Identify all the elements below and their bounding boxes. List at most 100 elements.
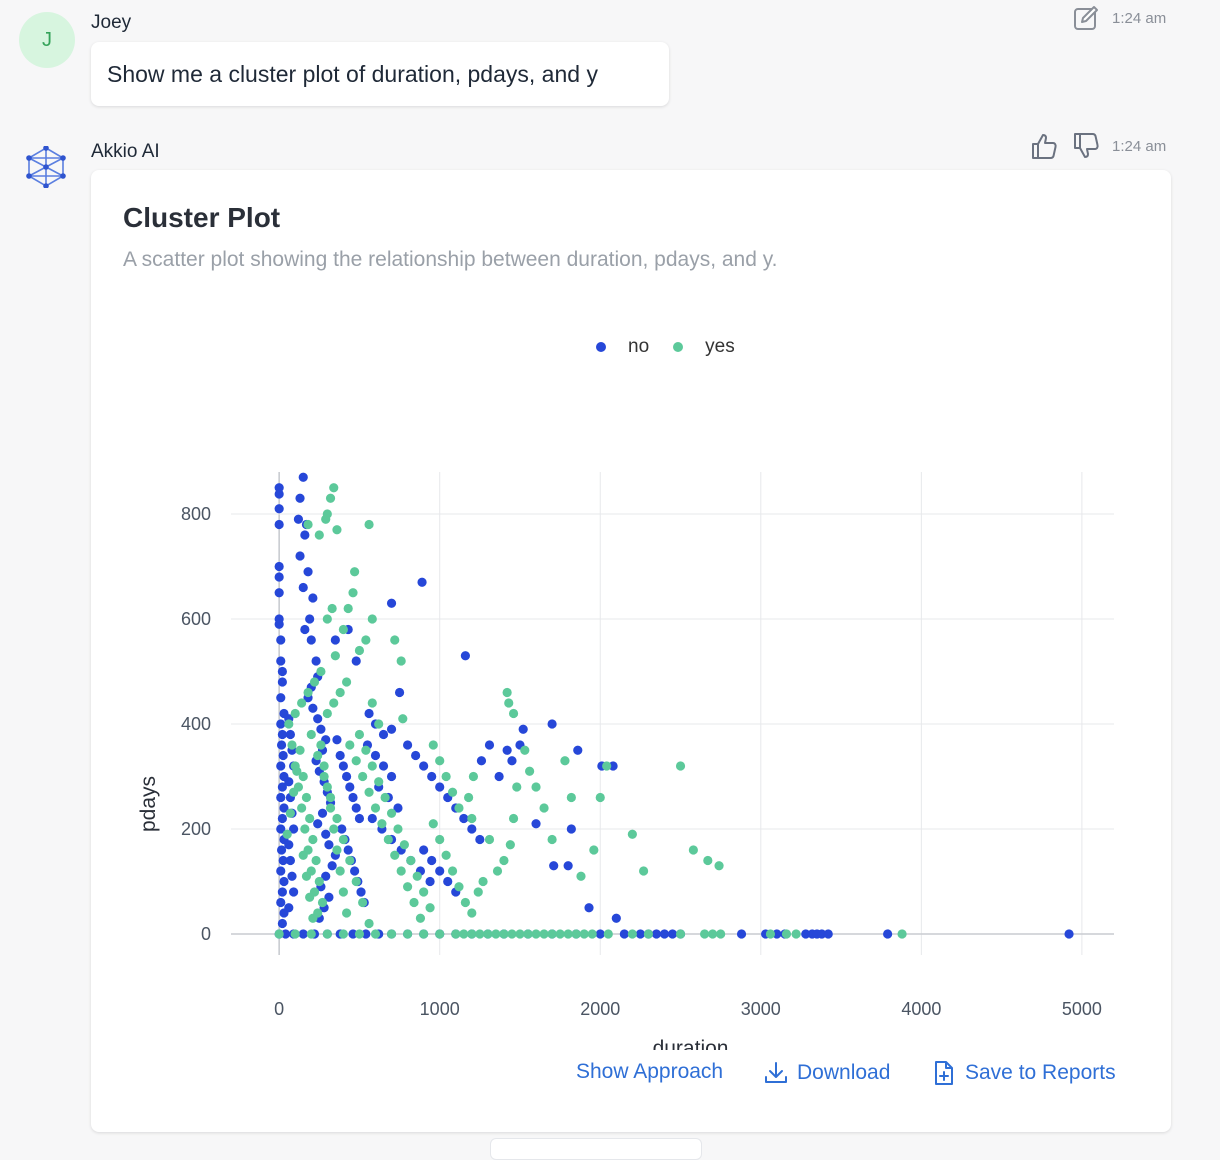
point-yes	[393, 824, 403, 834]
point-no	[277, 677, 287, 687]
point-no	[306, 635, 316, 645]
point-yes	[515, 929, 525, 939]
chart-legend: no yes	[596, 336, 759, 358]
point-no	[295, 551, 305, 561]
point-no	[280, 929, 291, 939]
point-yes	[447, 866, 458, 876]
show-approach-button[interactable]: Show Approach	[576, 1060, 723, 1084]
thumbs-up-icon[interactable]	[1030, 132, 1058, 160]
y-tick-label: 0	[201, 924, 211, 944]
point-yes	[335, 687, 345, 698]
point-yes	[403, 929, 413, 939]
point-yes	[765, 929, 776, 939]
point-yes	[531, 929, 541, 939]
point-no	[341, 771, 352, 782]
point-yes	[505, 840, 515, 850]
point-no	[823, 929, 833, 939]
point-no	[324, 840, 334, 850]
point-yes	[282, 829, 292, 839]
point-yes	[297, 698, 307, 708]
point-no	[316, 724, 326, 734]
thumbs-down-icon[interactable]	[1072, 132, 1100, 160]
point-yes	[492, 866, 503, 876]
point-yes	[311, 855, 321, 866]
point-yes	[329, 698, 339, 708]
point-yes	[595, 792, 605, 803]
point-yes	[415, 913, 426, 923]
point-yes	[354, 645, 365, 656]
point-yes	[308, 913, 318, 923]
point-yes	[306, 929, 316, 939]
legend-item-yes[interactable]: yes	[673, 336, 735, 358]
ai-name: Akkio AI	[91, 141, 160, 162]
point-no	[274, 519, 284, 530]
point-yes	[314, 530, 324, 540]
point-yes	[338, 834, 348, 845]
point-yes	[563, 929, 573, 939]
point-yes	[319, 761, 329, 771]
show-approach-label: Show Approach	[576, 1060, 724, 1083]
point-no	[277, 666, 287, 677]
point-yes	[361, 745, 371, 755]
edit-icon[interactable]	[1072, 4, 1100, 32]
point-yes	[377, 819, 387, 829]
file-plus-icon	[935, 1061, 953, 1085]
x-tick-label: 2000	[580, 999, 620, 1019]
network-icon	[26, 146, 66, 188]
legend-item-no[interactable]: no	[596, 336, 649, 358]
point-yes	[322, 614, 332, 624]
point-no	[298, 582, 308, 593]
point-yes	[390, 635, 400, 645]
save-to-reports-button[interactable]: Save to Reports	[931, 1060, 1116, 1086]
point-yes	[579, 929, 589, 939]
point-yes	[327, 603, 337, 614]
point-no	[276, 845, 287, 855]
point-no	[330, 635, 340, 645]
point-yes	[316, 666, 326, 677]
point-yes	[484, 834, 495, 845]
point-yes	[499, 929, 509, 939]
point-yes	[322, 929, 332, 939]
point-yes	[358, 897, 368, 908]
point-no	[518, 724, 528, 734]
point-yes	[396, 656, 406, 666]
point-no	[459, 813, 469, 824]
point-yes	[502, 687, 512, 698]
point-yes	[317, 897, 328, 908]
point-yes	[297, 803, 307, 813]
point-yes	[403, 882, 413, 892]
point-no	[425, 876, 435, 887]
point-no	[298, 472, 308, 482]
point-no	[277, 887, 287, 897]
point-yes	[332, 525, 342, 535]
point-no	[321, 829, 331, 839]
point-yes	[512, 782, 522, 792]
download-button[interactable]: Download	[763, 1060, 890, 1086]
point-yes	[627, 929, 637, 939]
point-no	[298, 929, 308, 939]
point-yes	[897, 929, 907, 939]
point-yes	[406, 855, 416, 866]
point-no	[276, 719, 286, 729]
point-no	[284, 903, 294, 913]
point-yes	[367, 614, 377, 624]
point-yes	[300, 824, 310, 834]
point-yes	[341, 908, 352, 918]
point-no	[276, 693, 286, 703]
ai-message-time: 1:24 am	[1112, 138, 1167, 155]
point-yes	[386, 929, 397, 939]
point-no	[476, 756, 487, 766]
point-no	[443, 876, 453, 887]
point-yes	[313, 750, 323, 761]
point-no	[364, 708, 374, 719]
point-no	[667, 929, 678, 939]
point-yes	[464, 792, 474, 803]
point-yes	[483, 929, 493, 939]
point-no	[274, 504, 284, 514]
point-yes	[305, 813, 315, 824]
point-no	[348, 792, 358, 803]
point-no	[475, 834, 485, 845]
point-no	[335, 750, 345, 761]
point-no	[277, 918, 287, 929]
point-no	[274, 588, 284, 598]
